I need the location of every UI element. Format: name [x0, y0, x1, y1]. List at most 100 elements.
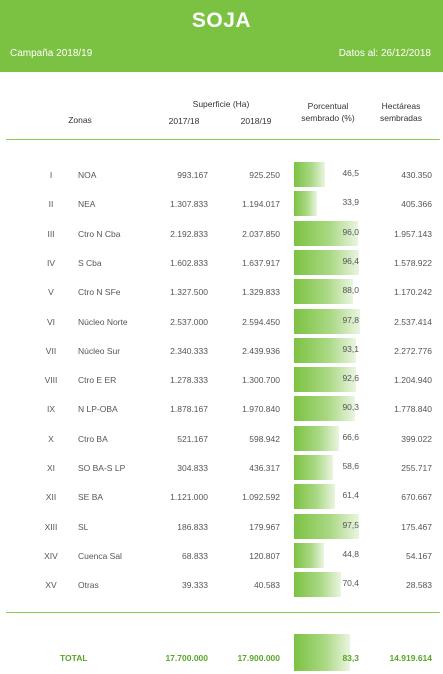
percent-bar: [294, 396, 355, 422]
surface-header: Superficie (Ha): [192, 99, 250, 109]
surface-2018: 1.300.700: [242, 375, 280, 386]
percent-header: Porcentual sembrado (%): [292, 100, 364, 124]
percent-header-line2: sembrado (%): [301, 113, 355, 123]
surface-2017: 2.537.000: [170, 316, 208, 327]
zone-number: III: [47, 228, 55, 239]
table-row: IX N LP-OBA 1.878.167 1.970.840 1.778.840 90,…: [0, 394, 443, 423]
surface-2018: 40.583: [254, 580, 280, 591]
table-row: V Ctro N SFe 1.327.500 1.329.833 1.170.242 88…: [0, 277, 443, 306]
surface-2017: 2.340.333: [170, 345, 208, 356]
percent-value: 97,8: [342, 314, 359, 325]
surface-2018: 598.942: [249, 433, 280, 444]
crop-title: SOJA: [191, 9, 252, 32]
hectares-header: Hectáreas sembradas: [366, 100, 436, 124]
hectares-sown: 2.272.776: [394, 345, 432, 356]
table-row: I NOA 993.167 925.250 430.350 46,5: [0, 160, 443, 189]
data-date-label: Datos al: 26/12/2018: [338, 48, 431, 59]
surface-2017: 1.878.167: [170, 404, 208, 415]
zone-name: Ctro N SFe: [78, 287, 121, 298]
year1-header: 2017/18: [168, 116, 200, 126]
surface-2017: 1.278.333: [170, 375, 208, 386]
total-percent-cell: 83,3: [294, 634, 361, 671]
zone-number: VII: [45, 345, 57, 356]
percent-cell: 88,0: [294, 279, 361, 305]
campaign-label: Campaña 2018/19: [10, 48, 93, 59]
surface-2017: 2.192.833: [170, 228, 208, 239]
table-row: III Ctro N Cba 2.192.833 2.037.850 1.957.143…: [0, 219, 443, 248]
surface-2018: 1.329.833: [242, 287, 280, 298]
surface-2018: 1.194.017: [242, 199, 280, 210]
percent-cell: 92,6: [294, 367, 361, 393]
surface-2018: 2.439.936: [242, 345, 280, 356]
surface-2018: 179.967: [249, 521, 280, 532]
surface-2017: 1.327.500: [170, 287, 208, 298]
table-row: XIII SL 186.833 179.967 175.467 97,5: [0, 512, 443, 541]
percent-bar: [294, 249, 359, 275]
surface-2017: 186.833: [177, 521, 208, 532]
hectares-sown: 54.167: [406, 550, 432, 561]
surface-2018: 2.037.850: [242, 228, 280, 239]
zone-name: Ctro BA: [78, 433, 108, 444]
header-divider: [6, 139, 440, 140]
table-row: VII Núcleo Sur 2.340.333 2.439.936 2.272.776…: [0, 336, 443, 365]
total-surface-2017: 17.700.000: [165, 653, 208, 663]
percent-value: 44,8: [342, 548, 359, 559]
total-percent-value: 83,3: [342, 653, 359, 663]
table-row: XV Otras 39.333 40.583 28.583 70,4: [0, 570, 443, 599]
zone-number: II: [48, 199, 54, 210]
percent-value: 90,3: [342, 402, 359, 413]
percent-bar: [294, 484, 336, 510]
surface-2017: 1.121.000: [170, 492, 208, 503]
total-divider: [6, 612, 440, 613]
zone-name: N LP-OBA: [78, 404, 118, 415]
surface-2018: 1.970.840: [242, 404, 280, 415]
zone-number: IV: [46, 257, 56, 268]
percent-value: 33,9: [342, 197, 359, 208]
year2-header: 2018/19: [240, 116, 272, 126]
surface-2018: 1.637.917: [242, 257, 280, 268]
table-row: VIII Ctro E ER 1.278.333 1.300.700 1.204.940…: [0, 365, 443, 394]
percent-bar: [294, 542, 325, 568]
header-banner: SOJA Campaña 2018/19 Datos al: 26/12/201…: [0, 0, 443, 72]
percent-bar: [294, 425, 339, 451]
hectares-sown: 670.667: [401, 492, 432, 503]
percent-bar: [294, 572, 342, 598]
zones-header: Zonas: [68, 115, 92, 125]
table-row: II NEA 1.307.833 1.194.017 405.366 33,9: [0, 189, 443, 218]
percent-cell: 70,4: [294, 572, 361, 598]
total-label: TOTAL: [60, 653, 88, 663]
percent-value: 96,4: [342, 255, 359, 266]
hectares-sown: 399.022: [401, 433, 432, 444]
total-row: TOTAL 17.700.000 17.900.000 83,3 14.919.…: [0, 631, 443, 671]
hectares-sown: 175.467: [401, 521, 432, 532]
zone-name: SL: [78, 521, 89, 532]
hectares-header-line2: sembradas: [379, 113, 423, 123]
hectares-sown: 28.583: [406, 580, 432, 591]
zone-name: Ctro E ER: [78, 375, 117, 386]
surface-2018: 925.250: [249, 170, 280, 180]
percent-value: 97,5: [342, 519, 359, 530]
table-row: XI SO BA-S LP 304.833 436.317 255.717 58,6: [0, 453, 443, 482]
percent-cell: 44,8: [294, 542, 361, 568]
table-row: XII SE BA 1.121.000 1.092.592 670.667 61,4: [0, 482, 443, 511]
percent-cell: 90,3: [294, 396, 361, 422]
total-surface-2018: 17.900.000: [237, 653, 280, 663]
zone-name: Núcleo Sur: [78, 345, 121, 356]
percent-cell: 93,1: [294, 337, 361, 363]
percent-value: 70,4: [342, 578, 359, 589]
zone-name: SE BA: [78, 492, 104, 503]
zone-number: XIII: [44, 521, 58, 532]
hectares-sown: 255.717: [401, 463, 432, 473]
percent-bar: [294, 367, 357, 393]
zone-name: Otras: [78, 580, 99, 591]
surface-2018: 120.807: [249, 550, 280, 561]
percent-value: 58,6: [342, 461, 359, 471]
table-row: X Ctro BA 521.167 598.942 399.022 66,6: [0, 424, 443, 453]
percent-cell: 97,5: [294, 513, 361, 539]
surface-2018: 1.092.592: [242, 492, 280, 503]
percent-value: 46,5: [342, 168, 359, 178]
table-row: XIV Cuenca Sal 68.833 120.807 54.167 44,8: [0, 541, 443, 570]
percent-bar: [294, 279, 353, 305]
zone-number: VIII: [44, 375, 58, 386]
percent-bar: [294, 220, 359, 246]
